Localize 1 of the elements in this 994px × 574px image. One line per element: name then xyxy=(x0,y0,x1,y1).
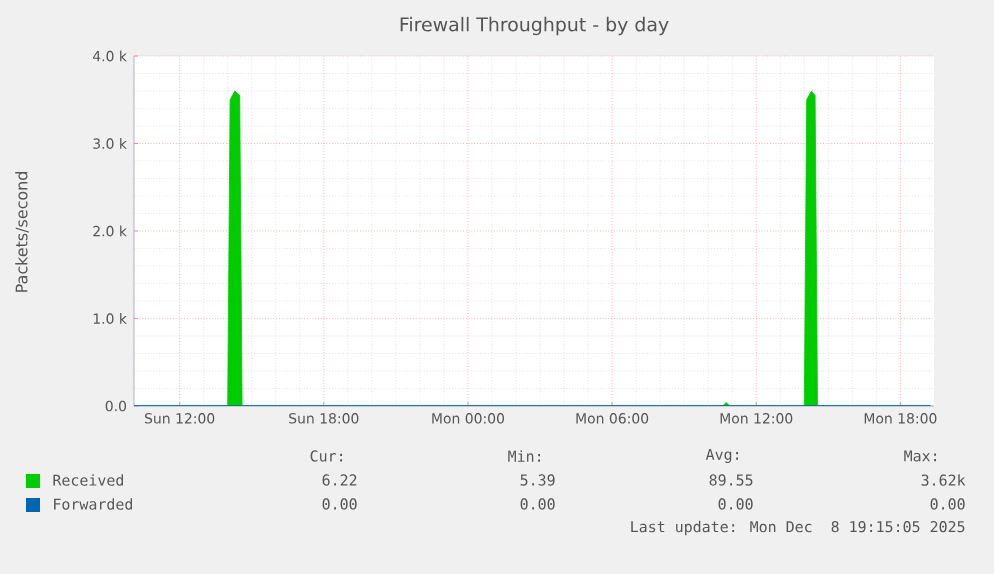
chart-title: Firewall Throughput - by day xyxy=(400,16,669,36)
